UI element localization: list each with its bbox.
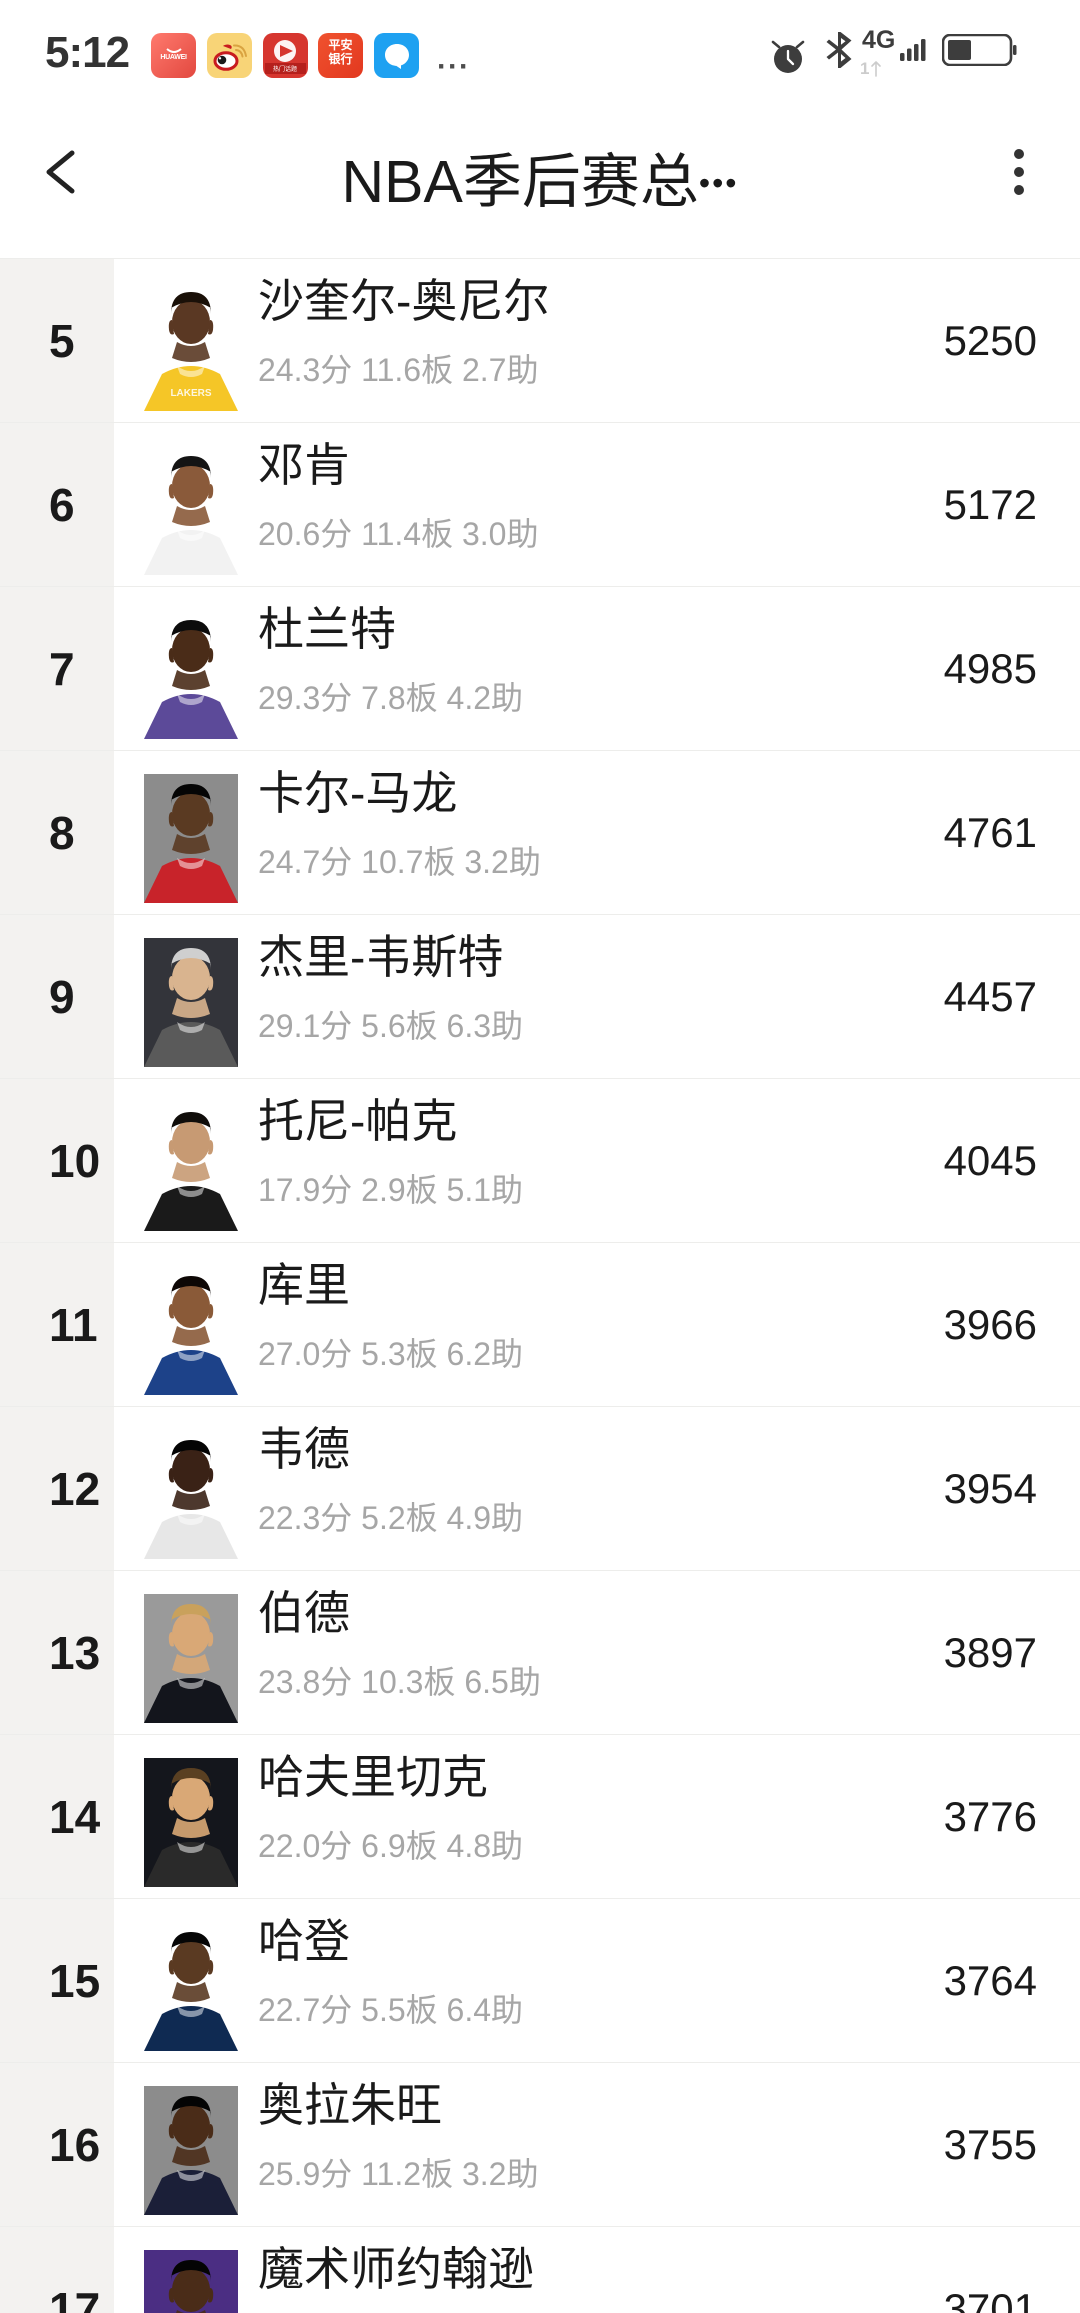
svg-text:LAKERS: LAKERS (170, 388, 211, 399)
svg-text:热门话题: 热门话题 (273, 65, 297, 73)
svg-text:1: 1 (860, 59, 869, 78)
